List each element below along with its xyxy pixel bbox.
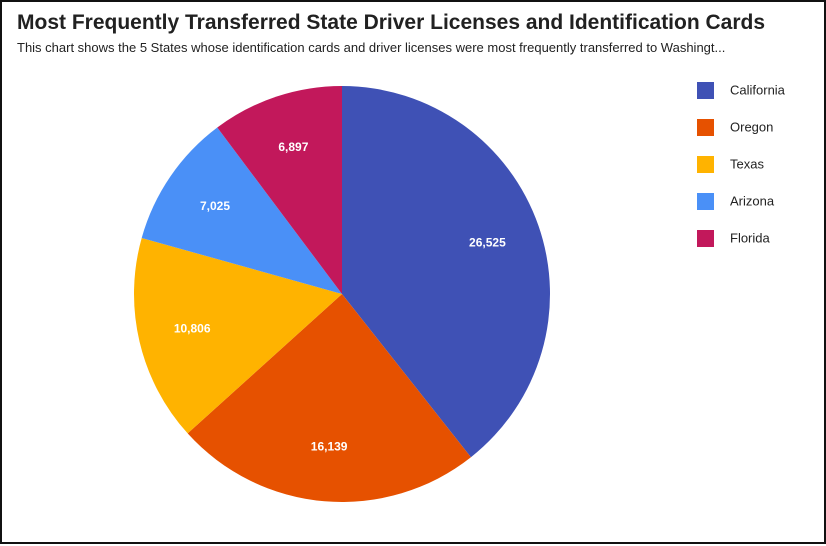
legend-label: Florida: [730, 230, 771, 245]
pie-slice-florida[interactable]: [217, 86, 342, 294]
slice-value-label-florida: 6,897: [278, 140, 308, 154]
pie-slice-texas[interactable]: [134, 237, 342, 434]
pie-slice-california[interactable]: [342, 86, 551, 458]
legend-item-florida[interactable]: Florida: [697, 230, 771, 247]
legend-label: Oregon: [730, 119, 773, 134]
legend-label: Arizona: [730, 193, 775, 208]
legend-swatch: [697, 156, 714, 173]
chart-subtitle: This chart shows the 5 States whose iden…: [17, 40, 726, 55]
legend-item-texas[interactable]: Texas: [697, 156, 764, 173]
chart-title: Most Frequently Transferred State Driver…: [17, 11, 766, 34]
slice-value-label-oregon: 16,139: [311, 440, 348, 454]
legend-swatch: [697, 119, 714, 136]
legend-item-california[interactable]: California: [697, 82, 786, 99]
slice-value-label-arizona: 7,025: [200, 199, 230, 213]
legend-swatch: [697, 230, 714, 247]
slice-value-label-california: 26,525: [469, 236, 506, 250]
legend-item-arizona[interactable]: Arizona: [697, 193, 775, 210]
legend: California Oregon Texas Arizona Florida: [697, 82, 786, 247]
slice-value-label-texas: 10,806: [174, 321, 211, 335]
pie-slice-oregon[interactable]: [187, 294, 471, 502]
slice-labels: 26,525 16,139 10,806 7,025 6,897: [174, 140, 506, 453]
legend-item-oregon[interactable]: Oregon: [697, 119, 773, 136]
legend-label: Texas: [730, 156, 764, 171]
legend-swatch: [697, 82, 714, 99]
pie-slices: [134, 86, 551, 502]
legend-swatch: [697, 193, 714, 210]
legend-label: California: [730, 82, 786, 97]
pie-slice-arizona[interactable]: [141, 127, 342, 294]
